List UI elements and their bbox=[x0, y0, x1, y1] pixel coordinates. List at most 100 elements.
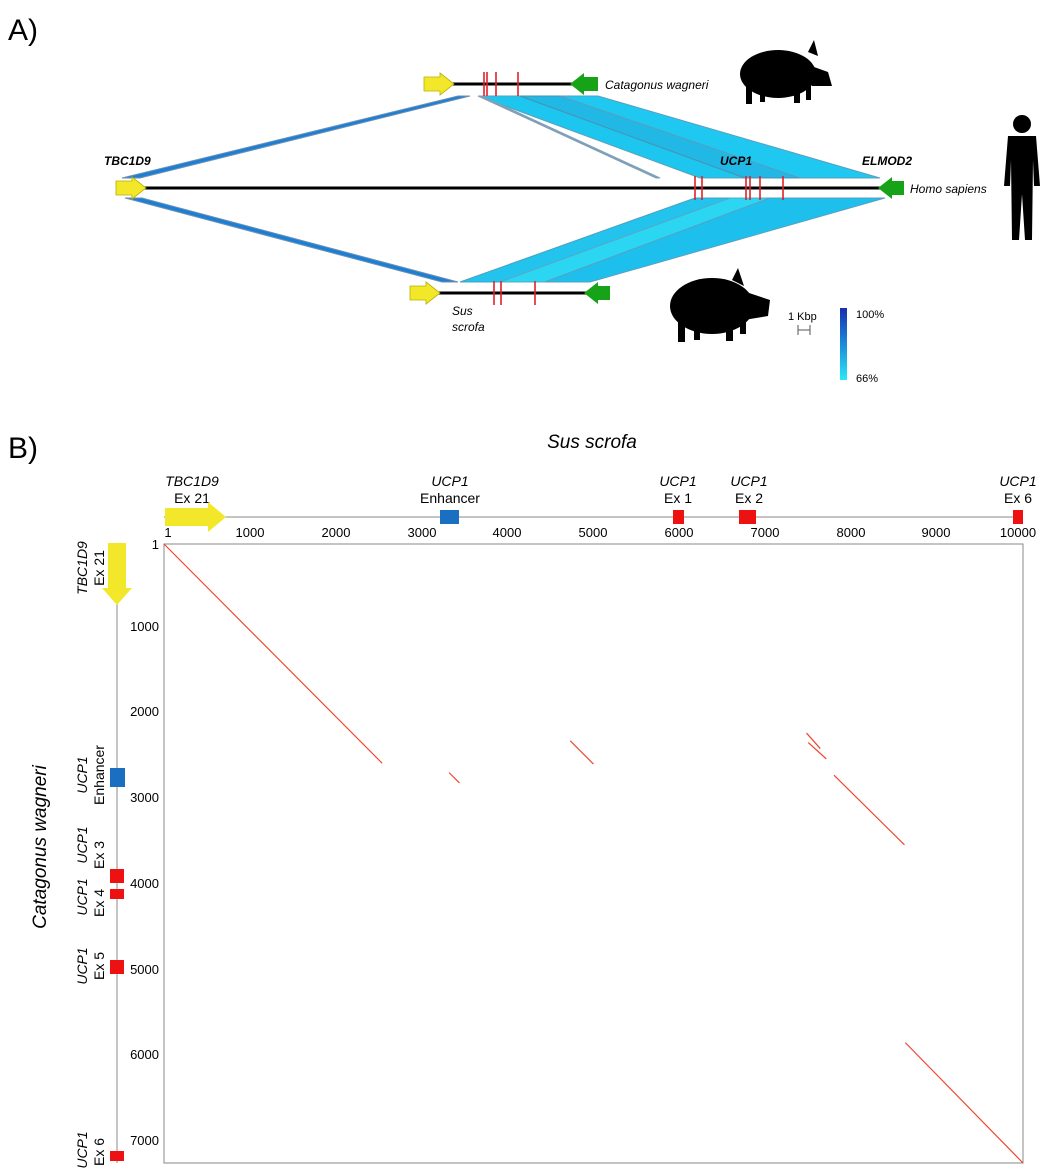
x-tick-label: 6000 bbox=[665, 525, 694, 540]
x-tick-label: 4000 bbox=[493, 525, 522, 540]
human-end-arrow bbox=[878, 177, 904, 199]
x-tick-label: 1 bbox=[164, 525, 171, 540]
top-annot-tbc1d9-name: TBC1D9 bbox=[165, 473, 219, 489]
identity-legend-min: 66% bbox=[856, 373, 878, 385]
scale-bar-label: 1 Kbp bbox=[788, 311, 817, 323]
panel-a-label: A) bbox=[8, 14, 38, 47]
scale-bar: 1 Kbp bbox=[788, 311, 817, 335]
identity-legend-max: 100% bbox=[856, 309, 884, 321]
synteny-bands-bottom bbox=[124, 197, 886, 283]
left-annot-ex4-name: UCP1 bbox=[74, 878, 90, 915]
left-annot-ex6-sub: Ex 6 bbox=[91, 1138, 107, 1166]
top-annot-ex2-sub: Ex 2 bbox=[735, 490, 763, 506]
band-ucp1-top-2 bbox=[519, 95, 801, 179]
top-annot-ex1-sub: Ex 1 bbox=[664, 490, 692, 506]
sus-track: Sus scrofa bbox=[409, 281, 610, 334]
left-annot-enhancer-name: UCP1 bbox=[74, 756, 90, 793]
sus-exons bbox=[493, 281, 536, 305]
boar-silhouette-icon bbox=[670, 268, 770, 342]
band-elmod2-bottom bbox=[544, 197, 886, 283]
catagonus-species-label: Catagonus wagneri bbox=[605, 78, 709, 92]
exon5-box-left bbox=[110, 960, 124, 974]
left-annot-enhancer-sub: Enhancer bbox=[91, 745, 107, 805]
peccary-silhouette-icon bbox=[740, 40, 832, 104]
y-tick-label: 5000 bbox=[130, 962, 159, 977]
x-tick-label: 1000 bbox=[236, 525, 265, 540]
exon6-box-top bbox=[1013, 510, 1023, 524]
gene-label-tbc1d9: TBC1D9 bbox=[104, 154, 151, 168]
left-annot-tbc1d9-name: TBC1D9 bbox=[74, 541, 90, 595]
y-tick-label: 3000 bbox=[130, 790, 159, 805]
human-start-arrow bbox=[115, 176, 147, 200]
top-annot-ex6-name: UCP1 bbox=[999, 473, 1036, 489]
left-axis-ticks: 1 1000 2000 3000 4000 5000 6000 7000 bbox=[130, 537, 159, 1148]
band-tbc1d9-top bbox=[121, 95, 471, 179]
enhancer-box-left bbox=[110, 768, 125, 787]
left-annot-ex3-sub: Ex 3 bbox=[91, 841, 107, 869]
left-annot-tbc1d9-sub: Ex 21 bbox=[91, 550, 107, 586]
x-tick-label: 7000 bbox=[751, 525, 780, 540]
top-annot-ex6-sub: Ex 6 bbox=[1004, 490, 1032, 506]
synteny-bands-top bbox=[121, 95, 881, 179]
dotplot-match-segment-3 bbox=[806, 732, 821, 749]
catagonus-exons bbox=[483, 72, 519, 96]
dotplot-match-segment-0 bbox=[163, 543, 383, 764]
dotplot-match-segment-2 bbox=[569, 740, 594, 765]
catagonus-track: Catagonus wagneri bbox=[423, 72, 709, 96]
band-tbc1d9-bottom bbox=[124, 197, 459, 283]
dotplot-frame bbox=[163, 543, 1024, 1164]
sus-start-arrow bbox=[409, 281, 441, 305]
top-axis-ticks: 1 1000 2000 3000 4000 5000 6000 7000 800… bbox=[164, 525, 1036, 540]
dotplot-matches bbox=[163, 543, 1024, 1164]
dotplot-match-segment-5 bbox=[833, 774, 905, 846]
x-tick-label: 10000 bbox=[1000, 525, 1036, 540]
sus-species-label-1: Sus bbox=[452, 304, 473, 318]
band-elmod2-top bbox=[559, 95, 881, 179]
gene-label-ucp1: UCP1 bbox=[720, 154, 752, 168]
y-tick-label: 6000 bbox=[130, 1047, 159, 1062]
identity-gradient-bar bbox=[840, 308, 847, 380]
left-annot-ex3-name: UCP1 bbox=[74, 826, 90, 863]
top-annot-ex2-name: UCP1 bbox=[730, 473, 767, 489]
exon6-box-left bbox=[110, 1151, 124, 1161]
x-axis-title: Sus scrofa bbox=[547, 432, 637, 453]
tbc1d9-arrow-top bbox=[165, 502, 226, 532]
panel-b-label: B) bbox=[8, 432, 38, 465]
top-annotations: TBC1D9 Ex 21 UCP1 Enhancer UCP1 Ex 1 UCP… bbox=[165, 473, 1037, 532]
left-annot-ex5-sub: Ex 5 bbox=[91, 952, 107, 980]
y-tick-label: 1000 bbox=[130, 619, 159, 634]
top-annot-ex1-name: UCP1 bbox=[659, 473, 696, 489]
exon4-box-left bbox=[110, 889, 124, 899]
y-tick-label: 1 bbox=[152, 537, 159, 552]
y-tick-label: 4000 bbox=[130, 876, 159, 891]
top-annot-tbc1d9-sub: Ex 21 bbox=[174, 490, 210, 506]
panel-b: B) Sus scrofa Catagonus wagneri 1 1000 2… bbox=[8, 432, 1037, 1169]
catagonus-end-arrow bbox=[570, 73, 598, 95]
y-tick-label: 2000 bbox=[130, 704, 159, 719]
human-exons bbox=[694, 176, 784, 200]
top-annot-enhancer-sub: Enhancer bbox=[420, 490, 480, 506]
x-tick-label: 9000 bbox=[922, 525, 951, 540]
enhancer-box-top bbox=[440, 510, 459, 524]
panel-a: A) Catagonus wagne bbox=[8, 14, 1040, 385]
band-top-thin bbox=[477, 95, 661, 179]
dotplot-match-segment-4 bbox=[807, 742, 827, 760]
x-tick-label: 2000 bbox=[322, 525, 351, 540]
human-silhouette-icon bbox=[1004, 115, 1040, 240]
tbc1d9-arrow-left bbox=[102, 543, 132, 605]
x-tick-label: 8000 bbox=[837, 525, 866, 540]
x-tick-label: 3000 bbox=[408, 525, 437, 540]
left-annot-ex6-name: UCP1 bbox=[74, 1131, 90, 1168]
left-annot-ex5-name: UCP1 bbox=[74, 947, 90, 984]
sus-species-label-2: scrofa bbox=[452, 320, 485, 334]
gene-label-elmod2: ELMOD2 bbox=[862, 154, 912, 168]
human-track: TBC1D9 UCP1 ELMOD2 Homo sapiens bbox=[104, 154, 987, 200]
y-tick-label: 7000 bbox=[130, 1133, 159, 1148]
exon2-box-top bbox=[739, 510, 756, 524]
x-tick-label: 5000 bbox=[579, 525, 608, 540]
exon1-box-top bbox=[673, 510, 684, 524]
left-annotations: TBC1D9 Ex 21 UCP1 Enhancer UCP1 Ex 3 UCP… bbox=[74, 541, 132, 1169]
dotplot-match-segment-1 bbox=[448, 772, 460, 784]
identity-legend: 100% 66% bbox=[840, 308, 884, 385]
